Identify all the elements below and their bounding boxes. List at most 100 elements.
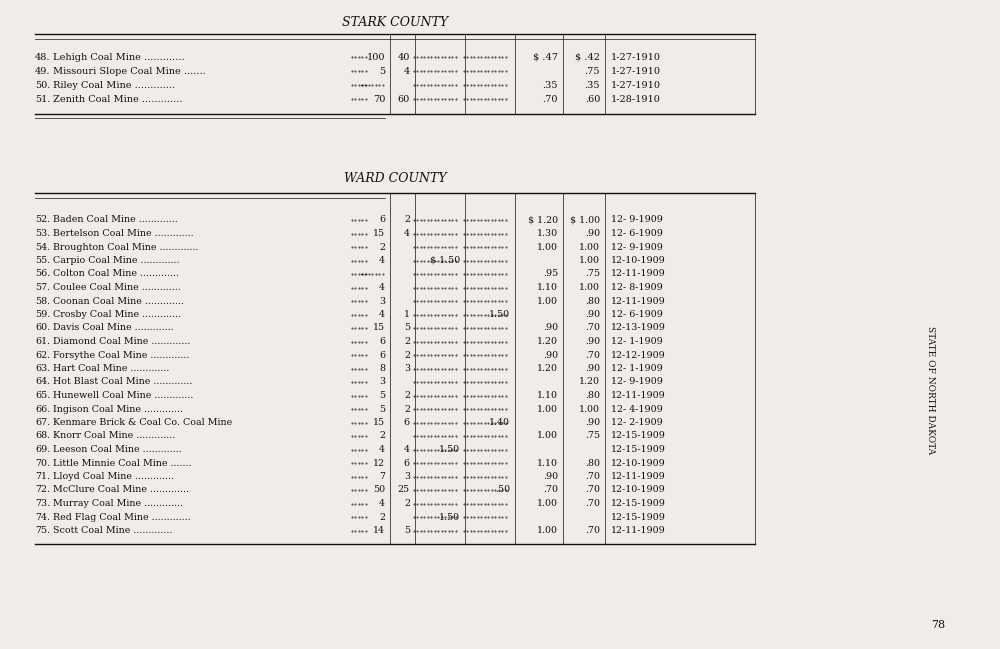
Text: .50: .50 [495, 485, 510, 495]
Text: Missouri Slope Coal Mine .......: Missouri Slope Coal Mine ....... [53, 66, 206, 75]
Text: 12- 2-1909: 12- 2-1909 [611, 418, 663, 427]
Text: 1.00: 1.00 [579, 404, 600, 413]
Text: .90: .90 [585, 364, 600, 373]
Text: Hunewell Coal Mine .............: Hunewell Coal Mine ............. [53, 391, 193, 400]
Text: 15: 15 [373, 323, 385, 332]
Text: 6: 6 [379, 337, 385, 346]
Text: 12-15-1909: 12-15-1909 [611, 445, 666, 454]
Text: 1.10: 1.10 [537, 283, 558, 292]
Text: 64.: 64. [35, 378, 50, 387]
Text: 5: 5 [404, 526, 410, 535]
Text: 12-11-1909: 12-11-1909 [611, 526, 666, 535]
Text: 1.10: 1.10 [537, 391, 558, 400]
Text: 2: 2 [379, 432, 385, 441]
Text: Riley Coal Mine .............: Riley Coal Mine ............. [53, 80, 175, 90]
Text: 12- 6-1909: 12- 6-1909 [611, 229, 663, 238]
Text: 4: 4 [379, 445, 385, 454]
Text: Little Minnie Coal Mine .......: Little Minnie Coal Mine ....... [53, 458, 192, 467]
Text: 1: 1 [404, 310, 410, 319]
Text: 69.: 69. [35, 445, 50, 454]
Text: 50: 50 [373, 485, 385, 495]
Text: 74.: 74. [35, 513, 50, 522]
Text: 12- 9-1909: 12- 9-1909 [611, 378, 663, 387]
Text: 40: 40 [398, 53, 410, 62]
Text: 2: 2 [404, 215, 410, 225]
Text: 15: 15 [373, 418, 385, 427]
Text: Scott Coal Mine .............: Scott Coal Mine ............. [53, 526, 172, 535]
Text: Broughton Coal Mine .............: Broughton Coal Mine ............. [53, 243, 198, 252]
Text: 6: 6 [404, 458, 410, 467]
Text: Knorr Coal Mine .............: Knorr Coal Mine ............. [53, 432, 175, 441]
Text: 6: 6 [379, 350, 385, 360]
Text: 56.: 56. [35, 269, 50, 278]
Text: 1-27-1910: 1-27-1910 [611, 66, 661, 75]
Text: 12-15-1909: 12-15-1909 [611, 499, 666, 508]
Text: STATE OF NORTH DAKOTA: STATE OF NORTH DAKOTA [926, 326, 934, 454]
Text: .70: .70 [585, 472, 600, 481]
Text: STARK COUNTY: STARK COUNTY [342, 16, 448, 29]
Text: 12-11-1909: 12-11-1909 [611, 297, 666, 306]
Text: 2: 2 [404, 499, 410, 508]
Text: WARD COUNTY: WARD COUNTY [344, 171, 446, 184]
Text: 12-12-1909: 12-12-1909 [611, 350, 666, 360]
Text: .75: .75 [584, 66, 600, 75]
Text: 60: 60 [398, 95, 410, 103]
Text: 49.: 49. [35, 66, 50, 75]
Text: Diamond Coal Mine .............: Diamond Coal Mine ............. [53, 337, 190, 346]
Text: $ 1.00: $ 1.00 [570, 215, 600, 225]
Text: Red Flag Coal Mine .............: Red Flag Coal Mine ............. [53, 513, 191, 522]
Text: 12-11-1909: 12-11-1909 [611, 269, 666, 278]
Text: 62.: 62. [35, 350, 50, 360]
Text: 6: 6 [404, 418, 410, 427]
Text: 5: 5 [379, 391, 385, 400]
Text: 1.20: 1.20 [537, 337, 558, 346]
Text: 12-13-1909: 12-13-1909 [611, 323, 666, 332]
Text: .90: .90 [543, 350, 558, 360]
Text: 12-11-1909: 12-11-1909 [611, 472, 666, 481]
Text: 1-28-1910: 1-28-1910 [611, 95, 661, 103]
Text: .70: .70 [585, 350, 600, 360]
Text: 70.: 70. [35, 458, 50, 467]
Text: 59.: 59. [35, 310, 50, 319]
Text: Coulee Coal Mine .............: Coulee Coal Mine ............. [53, 283, 181, 292]
Text: 1.50: 1.50 [489, 310, 510, 319]
Text: 3: 3 [404, 364, 410, 373]
Text: $ 1.20: $ 1.20 [528, 215, 558, 225]
Text: 66.: 66. [35, 404, 50, 413]
Text: .70: .70 [542, 95, 558, 103]
Text: 12- 1-1909: 12- 1-1909 [611, 337, 663, 346]
Text: 4: 4 [379, 499, 385, 508]
Text: 70: 70 [373, 95, 385, 103]
Text: 3: 3 [404, 472, 410, 481]
Text: 5: 5 [404, 323, 410, 332]
Text: 1.00: 1.00 [579, 256, 600, 265]
Text: .90: .90 [543, 323, 558, 332]
Text: 1.00: 1.00 [537, 243, 558, 252]
Text: 1.10: 1.10 [537, 458, 558, 467]
Text: 71.: 71. [35, 472, 50, 481]
Text: $ 1.50: $ 1.50 [430, 256, 460, 265]
Text: .60: .60 [585, 95, 600, 103]
Text: .75: .75 [585, 432, 600, 441]
Text: 68.: 68. [35, 432, 50, 441]
Text: Baden Coal Mine .............: Baden Coal Mine ............. [53, 215, 178, 225]
Text: 12- 9-1909: 12- 9-1909 [611, 215, 663, 225]
Text: 1.00: 1.00 [537, 432, 558, 441]
Text: .35: .35 [542, 80, 558, 90]
Text: 12-15-1909: 12-15-1909 [611, 513, 666, 522]
Text: .70: .70 [585, 526, 600, 535]
Text: 1.00: 1.00 [537, 526, 558, 535]
Text: .90: .90 [585, 310, 600, 319]
Text: 12-10-1909: 12-10-1909 [611, 256, 666, 265]
Text: 1.00: 1.00 [579, 283, 600, 292]
Text: 5: 5 [379, 404, 385, 413]
Text: 100: 100 [366, 53, 385, 62]
Text: 12-10-1909: 12-10-1909 [611, 458, 666, 467]
Text: Crosby Coal Mine .............: Crosby Coal Mine ............. [53, 310, 181, 319]
Text: 12- 8-1909: 12- 8-1909 [611, 283, 663, 292]
Text: 2: 2 [379, 513, 385, 522]
Text: Hart Coal Mine .............: Hart Coal Mine ............. [53, 364, 169, 373]
Text: 73.: 73. [35, 499, 50, 508]
Text: 2: 2 [379, 243, 385, 252]
Text: 1.00: 1.00 [579, 243, 600, 252]
